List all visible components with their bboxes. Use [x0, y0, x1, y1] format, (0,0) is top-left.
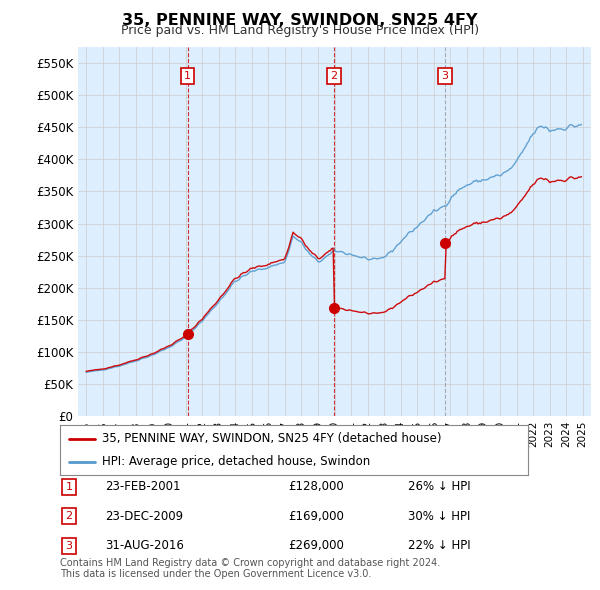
Text: £269,000: £269,000 — [288, 539, 344, 552]
Text: 2: 2 — [331, 71, 338, 81]
Text: 2: 2 — [65, 512, 73, 521]
Text: £128,000: £128,000 — [288, 480, 344, 493]
Text: 31-AUG-2016: 31-AUG-2016 — [105, 539, 184, 552]
Text: 3: 3 — [65, 541, 73, 550]
Text: 30% ↓ HPI: 30% ↓ HPI — [408, 510, 470, 523]
Text: 23-FEB-2001: 23-FEB-2001 — [105, 480, 181, 493]
Text: 1: 1 — [184, 71, 191, 81]
Text: Price paid vs. HM Land Registry's House Price Index (HPI): Price paid vs. HM Land Registry's House … — [121, 24, 479, 37]
Text: £169,000: £169,000 — [288, 510, 344, 523]
Text: 35, PENNINE WAY, SWINDON, SN25 4FY: 35, PENNINE WAY, SWINDON, SN25 4FY — [122, 13, 478, 28]
Text: 23-DEC-2009: 23-DEC-2009 — [105, 510, 183, 523]
Text: 1: 1 — [65, 482, 73, 491]
Text: 3: 3 — [442, 71, 448, 81]
Text: 35, PENNINE WAY, SWINDON, SN25 4FY (detached house): 35, PENNINE WAY, SWINDON, SN25 4FY (deta… — [102, 432, 442, 445]
Text: 22% ↓ HPI: 22% ↓ HPI — [408, 539, 470, 552]
Text: HPI: Average price, detached house, Swindon: HPI: Average price, detached house, Swin… — [102, 455, 370, 468]
Text: This data is licensed under the Open Government Licence v3.0.: This data is licensed under the Open Gov… — [60, 569, 371, 579]
Text: 26% ↓ HPI: 26% ↓ HPI — [408, 480, 470, 493]
Text: Contains HM Land Registry data © Crown copyright and database right 2024.: Contains HM Land Registry data © Crown c… — [60, 558, 440, 568]
